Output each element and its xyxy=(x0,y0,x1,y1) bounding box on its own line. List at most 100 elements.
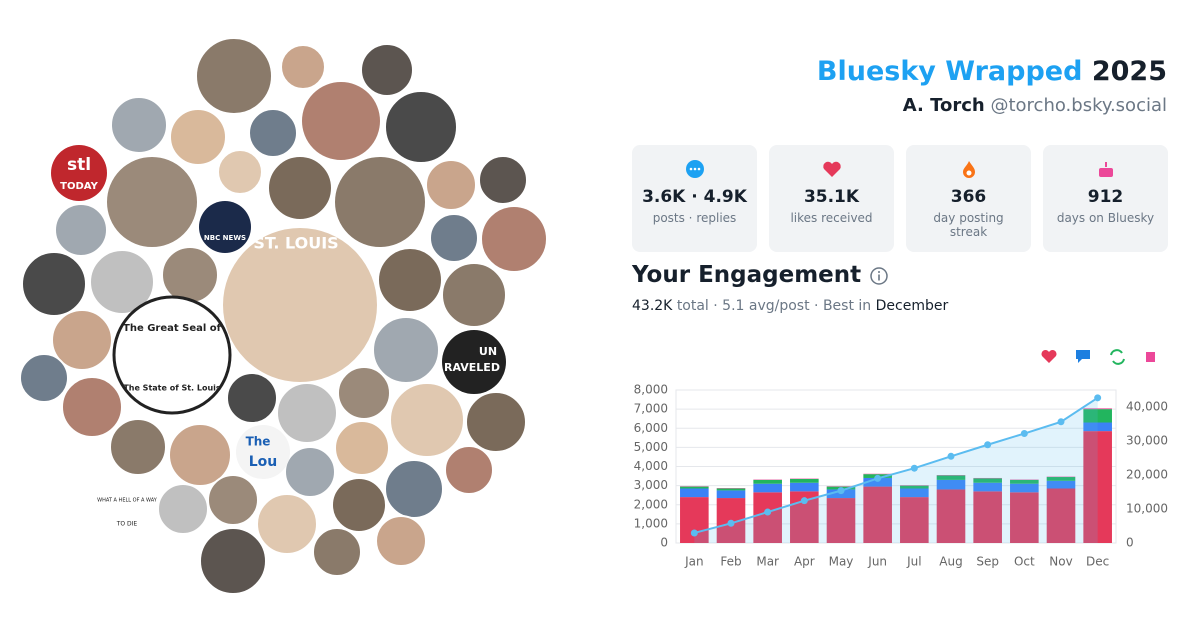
year: 2025 xyxy=(1091,56,1167,87)
y-tick-label: 5,000 xyxy=(634,440,668,454)
bar xyxy=(680,488,709,498)
avatar xyxy=(236,425,290,479)
avatar xyxy=(103,483,151,531)
best-month: December xyxy=(875,298,949,314)
avatar-text: WHAT A HELL OF A WAY xyxy=(97,498,158,504)
avatar xyxy=(267,155,333,221)
legend-icon xyxy=(1041,349,1057,363)
summary: 43.2K total · 5.1 avg/post · Best in Dec… xyxy=(632,298,948,314)
avatar xyxy=(480,205,548,273)
avatar xyxy=(389,382,465,458)
point xyxy=(984,441,992,449)
bar xyxy=(936,489,966,543)
avatar xyxy=(61,376,123,438)
bar xyxy=(863,486,892,543)
avatar xyxy=(337,366,391,420)
avatar xyxy=(300,80,382,162)
stat-cards: 3.6K · 4.9K posts · replies 35.1K likes re… xyxy=(632,145,1168,252)
bar xyxy=(1046,480,1076,489)
x-tick-label: Nov xyxy=(1049,555,1072,569)
x-tick-label: May xyxy=(829,555,854,569)
point xyxy=(1094,394,1102,402)
line xyxy=(694,396,1099,534)
avatar xyxy=(377,247,443,313)
avatar-text: stl xyxy=(67,155,91,175)
y-tick-label: 0 xyxy=(660,536,668,550)
y-tick-label: 6,000 xyxy=(634,421,668,435)
bar xyxy=(753,492,782,543)
bar xyxy=(1046,477,1076,481)
avatar xyxy=(284,446,336,498)
bar xyxy=(1083,408,1112,410)
point xyxy=(690,529,698,537)
avatar xyxy=(169,108,227,166)
avatar xyxy=(168,423,232,487)
x-tick-label: Apr xyxy=(794,555,815,569)
avatar-text: UN xyxy=(479,345,497,358)
bar xyxy=(826,498,856,543)
avatar xyxy=(199,201,251,253)
point xyxy=(837,487,845,495)
bar xyxy=(973,478,1002,483)
stat-card: 912 days on Bluesky xyxy=(1043,145,1168,252)
avatar xyxy=(372,316,440,384)
avatar xyxy=(195,37,273,115)
bar xyxy=(863,477,892,487)
bar xyxy=(1010,483,1039,493)
x-tick-label: Dec xyxy=(1086,555,1109,569)
bar xyxy=(1046,488,1076,543)
y2-tick-label: 40,000 xyxy=(1126,400,1168,414)
y2-tick-label: 20,000 xyxy=(1126,468,1168,482)
x-tick-label: Oct xyxy=(1014,555,1035,569)
icon xyxy=(685,160,704,178)
avatar xyxy=(425,159,477,211)
avatar xyxy=(51,309,113,371)
avatar xyxy=(360,43,414,97)
y-tick-label: 3,000 xyxy=(634,478,668,492)
bar xyxy=(936,475,966,480)
avatar xyxy=(280,44,326,90)
section-title: Your Engagement xyxy=(632,262,889,288)
title: Bluesky Wrapped 2025 xyxy=(817,56,1167,87)
avatar xyxy=(442,330,506,394)
avatar xyxy=(109,418,167,476)
avatar xyxy=(441,262,507,328)
avatar xyxy=(312,527,362,577)
legend-icon xyxy=(1146,352,1155,362)
avatar-text: TO DIE xyxy=(116,521,138,528)
avatar xyxy=(217,149,263,195)
stat-label: likes received xyxy=(790,211,873,225)
y2-tick-label: 10,000 xyxy=(1126,502,1168,516)
user-handle: @torcho.bsky.social xyxy=(990,95,1167,116)
avatar xyxy=(333,155,427,249)
bar xyxy=(753,479,782,484)
point xyxy=(1020,430,1028,438)
avatar xyxy=(161,246,219,304)
stat-card: 35.1K likes received xyxy=(769,145,894,252)
area xyxy=(694,397,1098,543)
bar xyxy=(1083,409,1112,423)
stat-card: 3.6K · 4.9K posts · replies xyxy=(632,145,757,252)
point xyxy=(727,519,735,527)
plot-frame xyxy=(675,389,1117,544)
avatar-text: RAVELED xyxy=(444,361,500,374)
stat-value: 366 xyxy=(950,187,987,207)
summary-text: total · 5.1 avg/post · Best in xyxy=(676,298,872,314)
bar xyxy=(900,488,929,498)
bar xyxy=(900,497,929,543)
y2-tick-label: 0 xyxy=(1126,536,1134,550)
avatar xyxy=(334,420,390,476)
avatar xyxy=(384,90,458,164)
bar xyxy=(790,482,819,492)
point xyxy=(947,452,955,460)
info-icon[interactable] xyxy=(869,266,889,286)
stat-label: posts · replies xyxy=(652,211,737,225)
y2-tick-label: 30,000 xyxy=(1126,434,1168,448)
avatar xyxy=(157,483,209,535)
avatar-text: Lou xyxy=(249,454,278,470)
bar xyxy=(1010,492,1039,543)
avatar xyxy=(89,249,155,315)
avatar xyxy=(199,527,267,595)
bar xyxy=(680,486,709,489)
